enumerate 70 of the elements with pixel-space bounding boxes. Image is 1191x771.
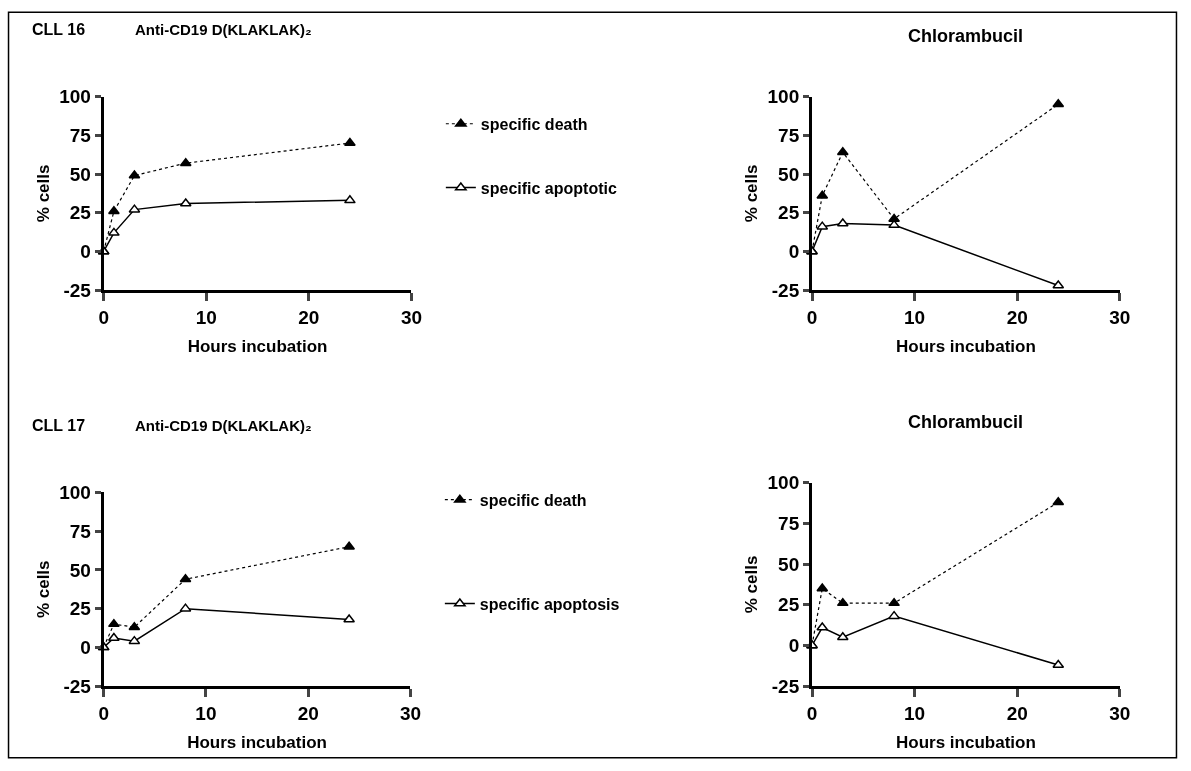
x-tick-label: 0 [806,702,818,724]
x-tick-label: 10 [195,306,217,328]
legend-label: specific apoptotic [480,179,617,197]
point [836,597,849,607]
y-tick-label: 0 [788,635,800,657]
point [888,597,901,607]
y-tick-label: 75 [69,124,92,146]
y-axis-title: % cells [742,555,762,614]
legend-label: specific death [479,491,587,509]
chart-title: CLL 17 [32,417,86,434]
y-tick-label: 100 [767,86,800,108]
y-tick-label: 50 [69,163,91,185]
y-tick-label: 25 [69,598,92,620]
x-tick-label: 0 [98,306,109,328]
point [343,137,356,147]
x-tick-label: 10 [904,702,926,724]
x-tick-label: 30 [399,702,422,724]
point [107,618,120,628]
y-axis-title: % cells [33,560,53,619]
x-tick-label: 20 [297,702,319,724]
chart-subtitle: Anti-CD19 D(KLAKLAK)₂ [135,417,312,434]
x-axis-title: Hours incubation [187,733,327,753]
chart-title: Chlorambucil [908,26,1024,46]
y-tick-label: 100 [767,472,800,494]
point [179,157,192,167]
y-tick-label: 0 [80,637,91,658]
point [128,621,141,631]
x-tick-label: 20 [298,306,320,328]
y-tick-label: 0 [788,241,800,263]
y-tick-label: 75 [778,513,800,535]
point [107,205,120,215]
x-tick-label: 10 [904,306,926,328]
point [888,610,901,620]
chart-title: Chlorambucil [908,412,1024,432]
point [888,219,901,229]
y-tick-label: 50 [69,559,91,581]
y-tick-label: -25 [771,675,800,697]
y-tick-label: 25 [778,202,800,224]
y-tick-label: -25 [771,279,800,301]
x-tick-label: 10 [195,702,217,724]
y-tick-label: 100 [59,86,91,108]
x-axis-title: Hours incubation [896,733,1036,753]
y-tick-label: 50 [778,553,800,575]
x-axis-title: Hours incubation [187,337,328,357]
x-tick-label: 30 [1109,702,1131,724]
x-tick-label: 0 [806,306,818,328]
y-tick-label: 25 [778,594,800,616]
y-tick-label: 75 [69,520,92,542]
x-tick-label: 30 [1109,306,1131,328]
x-tick-label: 0 [98,702,109,724]
x-tick-label: 30 [400,306,423,328]
y-tick-label: 75 [778,124,800,146]
y-tick-label: -25 [63,675,92,697]
x-axis-title: Hours incubation [896,337,1036,357]
chart-subtitle: Anti-CD19 D(KLAKLAK)₂ [135,21,312,38]
x-tick-label: 20 [1006,306,1028,328]
chart-title: CLL 16 [32,21,86,38]
y-axis-title: % cells [33,164,53,223]
y-tick-label: -25 [63,279,92,301]
point [128,635,141,645]
x-tick-label: 20 [1006,702,1028,724]
y-tick-label: 100 [59,482,91,504]
y-tick-label: 25 [69,202,92,224]
point [107,632,120,642]
point [179,573,192,583]
y-tick-label: 50 [778,163,800,185]
legend-label: specific apoptosis [479,595,620,613]
legend-label: specific death [480,116,588,134]
y-axis-title: % cells [742,164,762,223]
y-tick-label: 0 [80,241,91,263]
